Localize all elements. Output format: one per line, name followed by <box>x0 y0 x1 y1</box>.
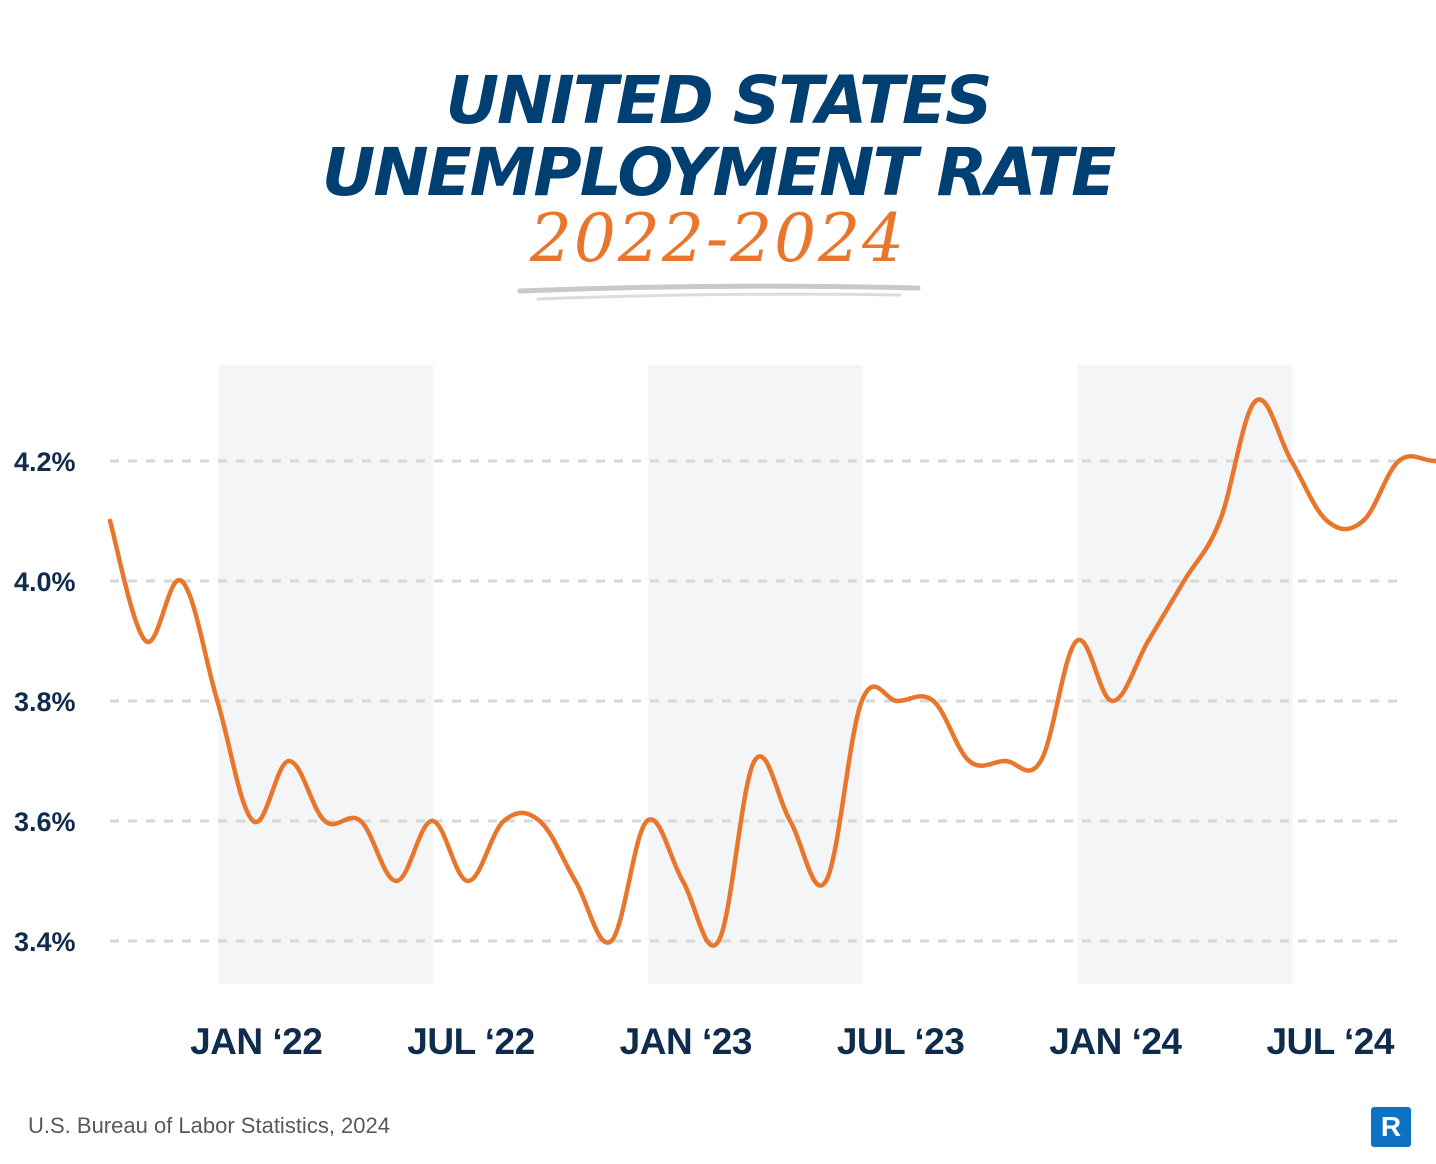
y-axis-ticks: 3.4% 3.6% 3.8% 4.0% 4.2% <box>14 447 76 957</box>
data-point <box>430 818 435 824</box>
data-point <box>501 818 506 824</box>
data-point <box>1146 638 1151 644</box>
y-tick-label: 3.8% <box>14 687 76 717</box>
data-point <box>465 878 471 884</box>
series-group <box>107 397 1436 948</box>
data-point <box>644 818 650 824</box>
series-line <box>107 397 1436 948</box>
data-point <box>609 938 614 944</box>
y-tick-label: 3.4% <box>14 927 76 957</box>
data-point <box>1432 458 1436 464</box>
data-point <box>895 698 900 704</box>
data-point <box>931 698 936 704</box>
underline-stroke <box>536 292 902 301</box>
data-point <box>1396 458 1402 464</box>
x-tick-label: JUL ‘24 <box>1266 1021 1394 1062</box>
shaded-band <box>648 365 863 984</box>
data-point <box>788 818 793 824</box>
data-point <box>1289 458 1294 464</box>
data-point <box>1360 518 1366 524</box>
source-note: U.S. Bureau of Labor Statistics, 2024 <box>28 1113 390 1138</box>
data-point <box>716 938 721 944</box>
x-axis-ticks: JAN ‘22 JUL ‘22 JAN ‘23 JUL ‘23 JAN ‘24 JUL ‘… <box>190 1021 1395 1062</box>
y-tick-label: 4.2% <box>14 447 76 477</box>
data-point <box>1110 698 1115 704</box>
data-point <box>1325 518 1330 524</box>
brand-logo: R <box>1371 1107 1411 1147</box>
subtitle-underline <box>517 283 921 301</box>
y-tick-label: 4.0% <box>14 567 76 597</box>
data-point <box>1038 758 1044 764</box>
data-point <box>537 818 542 824</box>
data-point <box>859 698 864 704</box>
data-point <box>179 578 184 584</box>
data-point <box>251 818 256 824</box>
x-tick-label: JUL ‘22 <box>407 1021 534 1062</box>
data-point <box>967 758 972 764</box>
chart-title-line-1: UNITED STATES <box>445 62 992 139</box>
shaded-band <box>218 365 434 984</box>
data-point <box>143 638 148 644</box>
x-tick-label: JUL ‘23 <box>837 1021 964 1062</box>
data-point <box>680 878 685 884</box>
data-point <box>1002 758 1008 764</box>
data-point <box>1253 398 1258 404</box>
x-tick-label: JAN ‘23 <box>620 1021 752 1062</box>
chart-subtitle: 2022-2024 <box>529 200 907 277</box>
data-point <box>1074 638 1079 644</box>
data-point <box>358 818 363 824</box>
data-point <box>107 518 113 524</box>
data-point <box>215 698 220 704</box>
x-tick-label: JAN ‘22 <box>190 1021 322 1062</box>
data-point <box>286 758 292 764</box>
x-tick-label: JAN ‘24 <box>1049 1021 1182 1062</box>
data-point <box>1217 518 1223 524</box>
data-point <box>573 878 578 884</box>
data-point <box>752 758 757 764</box>
data-point <box>322 818 327 824</box>
data-point <box>1181 578 1187 584</box>
data-point <box>394 878 399 884</box>
chart-title-line-2: UNEMPLOYMENT RATE <box>321 134 1116 211</box>
y-tick-label: 3.6% <box>14 807 76 837</box>
underline-stroke <box>517 283 921 294</box>
shaded-band <box>1077 365 1293 984</box>
data-point <box>823 878 829 884</box>
